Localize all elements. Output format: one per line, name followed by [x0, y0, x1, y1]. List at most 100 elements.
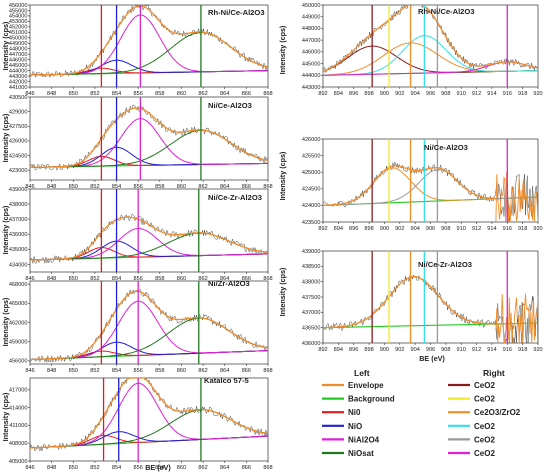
- legend-label: NiOsat: [348, 449, 374, 458]
- legend-left-item: Envelope: [322, 381, 384, 390]
- x-axis-label-right: BE (eV): [419, 354, 445, 363]
- x-tick-label: 864: [220, 368, 229, 374]
- x-tick-label: 850: [69, 368, 78, 374]
- panel-title-rh-ni-ce-al2o3-left: Rh-Ni/Ce-Al2O3: [208, 8, 265, 17]
- x-tick-label: 892: [318, 91, 327, 97]
- x-tick-label: 920: [533, 91, 542, 97]
- x-tick-label: 864: [220, 184, 229, 190]
- legend-label: CeO2: [474, 395, 495, 404]
- legend-label: CeO2: [474, 422, 495, 431]
- x-tick-label: 900: [380, 347, 389, 353]
- y-tick-label: 449000: [9, 41, 28, 47]
- raw-spectrum-line: [30, 288, 268, 364]
- panel-left-4: 846 848 850 852 854 856 858 860 862 864 866 868 4560…: [9, 280, 273, 374]
- y-tick-label: 423500: [302, 220, 321, 226]
- x-tick-label: 856: [134, 465, 143, 471]
- y-tick-label: 447000: [302, 38, 321, 44]
- y-tick-label: 436000: [9, 232, 28, 238]
- x-tick-label: 846: [25, 465, 34, 471]
- x-tick-label: 904: [410, 347, 419, 353]
- x-tick-label: 906: [426, 226, 435, 232]
- x-tick-label: 862: [198, 465, 207, 471]
- x-tick-label: 852: [90, 276, 99, 282]
- x-tick-label: 846: [25, 184, 34, 190]
- x-tick-label: 900: [380, 91, 389, 97]
- y-tick-label: 411000: [9, 423, 27, 429]
- x-tick-label: 852: [90, 91, 99, 97]
- x-tick-label: 894: [334, 347, 343, 353]
- y-tick-label: 436500: [302, 325, 321, 331]
- x-tick-label: 866: [242, 465, 251, 471]
- envelope-line: [323, 276, 495, 329]
- envelope-line: [30, 378, 268, 449]
- y-tick-label: 436000: [302, 341, 321, 347]
- x-tick-label: 916: [503, 347, 512, 353]
- legend-label: Ni0: [348, 408, 361, 417]
- x-tick-label: 910: [457, 91, 466, 97]
- legend-right-item: CeO2: [448, 381, 495, 390]
- x-tick-label: 858: [155, 465, 164, 471]
- y-tick-label: 437000: [9, 217, 28, 223]
- x-tick-label: 868: [263, 184, 272, 190]
- plot-frame: [322, 138, 539, 223]
- x-tick-label: 916: [503, 226, 512, 232]
- y-tick-label: 424500: [302, 187, 321, 193]
- x-tick-label: 866: [242, 276, 251, 282]
- panel-title-ni-ce-al2o3-right: Ni/Ce-Al2O3: [424, 143, 468, 152]
- x-tick-label: 850: [69, 91, 78, 97]
- y-tick-label: 445000: [9, 63, 28, 69]
- y-tick-label: 430500: [9, 95, 28, 101]
- y-tick-label: 459000: [9, 339, 28, 345]
- x-tick-label: 896: [349, 347, 358, 353]
- x-tick-label: 902: [395, 226, 404, 232]
- x-tick-label: 846: [25, 368, 34, 374]
- x-tick-label: 908: [441, 91, 450, 97]
- x-tick-label: 892: [318, 347, 327, 353]
- x-axis-label-left: BE (eV): [145, 463, 171, 472]
- y-tick-label: 462000: [9, 320, 28, 326]
- x-tick-label: 910: [457, 226, 466, 232]
- x-tick-label: 914: [487, 91, 496, 97]
- y-tick-label: 446000: [302, 50, 321, 56]
- y-tick-label: 408000: [9, 441, 28, 447]
- y-axis-label-r3: Intensity (cps): [278, 267, 287, 316]
- y-axis-label-r2: Intensity (cps): [278, 151, 287, 200]
- y-tick-label: 465000: [9, 301, 28, 307]
- x-tick-label: 850: [69, 276, 78, 282]
- legend-right-item: CeO2: [448, 395, 495, 404]
- x-tick-label: 860: [177, 91, 186, 97]
- x-tick-label: 858: [155, 368, 164, 374]
- y-tick-label: 414000: [9, 405, 28, 411]
- legend-label: NiAl2O4: [348, 435, 380, 444]
- x-tick-label: 864: [220, 91, 229, 97]
- envelope-line: [30, 290, 268, 361]
- x-tick-label: 868: [263, 368, 272, 374]
- x-tick-label: 902: [395, 347, 404, 353]
- x-tick-label: 868: [263, 465, 272, 471]
- envelope-noise-tail: [495, 172, 538, 222]
- x-tick-label: 860: [177, 276, 186, 282]
- x-tick-label: 868: [263, 91, 272, 97]
- y-tick-label: 435000: [9, 247, 28, 253]
- y-tick-label: 453000: [9, 19, 28, 25]
- legend: Left Right Envelope Background Ni0 NiO NiAl2…: [322, 368, 521, 458]
- x-tick-label: 866: [242, 91, 251, 97]
- x-tick-label: 860: [177, 465, 186, 471]
- x-tick-label: 850: [69, 465, 78, 471]
- y-axis-label-3: Intensity (cps): [1, 205, 10, 254]
- x-tick-label: 862: [198, 184, 207, 190]
- x-tick-label: 850: [69, 184, 78, 190]
- y-tick-label: 450000: [302, 3, 321, 9]
- x-tick-label: 858: [155, 276, 164, 282]
- legend-label: Ce2O3/ZrO2: [474, 408, 521, 417]
- x-tick-label: 904: [410, 226, 419, 232]
- x-tick-label: 864: [220, 276, 229, 282]
- y-tick-label: 456000: [9, 3, 28, 9]
- y-tick-label: 443000: [302, 85, 321, 91]
- y-axis-label-5: Intensity (cps): [1, 392, 10, 441]
- y-tick-label: 451000: [9, 30, 28, 36]
- x-tick-label: 852: [90, 184, 99, 190]
- y-tick-label: 424000: [302, 203, 321, 209]
- y-tick-label: 426000: [9, 139, 28, 145]
- panel-left-5: 846 848 850 852 854 856 858 860 862 864 866 868 4050…: [9, 377, 273, 471]
